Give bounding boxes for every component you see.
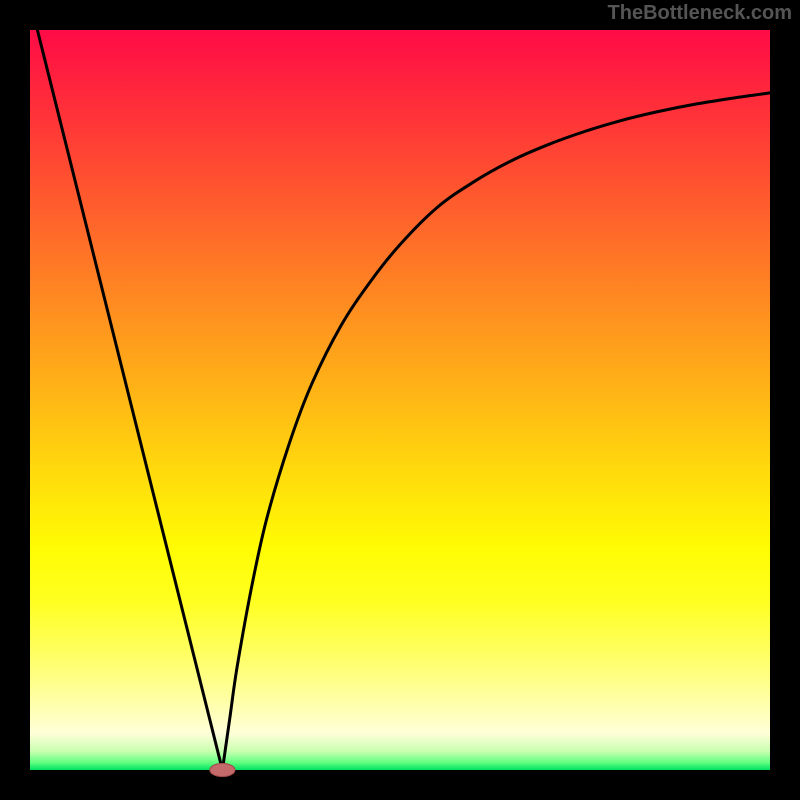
watermark-text: TheBottleneck.com — [608, 2, 792, 25]
bottleneck-curve — [37, 30, 770, 770]
plot-area — [30, 30, 770, 770]
curve-layer — [30, 30, 770, 770]
chart-container: TheBottleneck.com — [0, 0, 800, 800]
bottleneck-marker — [210, 763, 235, 776]
